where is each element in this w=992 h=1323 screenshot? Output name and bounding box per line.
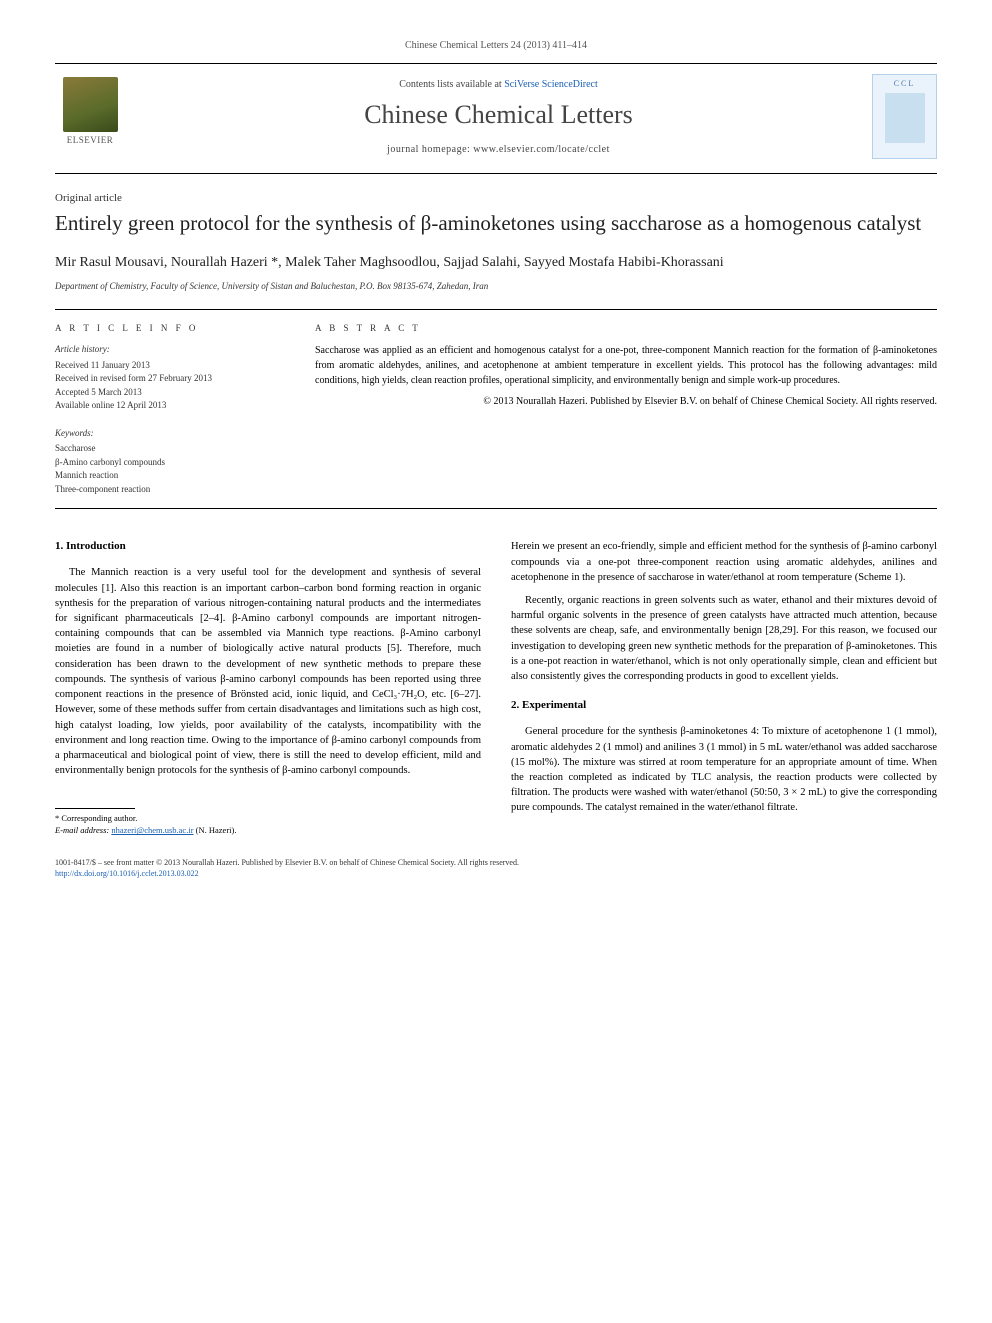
contents-line: Contents lists available at SciVerse Sci…	[125, 79, 872, 90]
authors: Mir Rasul Mousavi, Nourallah Hazeri *, M…	[55, 253, 937, 273]
keyword: Mannich reaction	[55, 469, 285, 483]
divider	[55, 173, 937, 174]
history-heading: Article history:	[55, 343, 285, 357]
history-received: Received 11 January 2013	[55, 359, 285, 373]
history-accepted: Accepted 5 March 2013	[55, 386, 285, 400]
keyword: Three-component reaction	[55, 483, 285, 497]
article-info-heading: A R T I C L E I N F O	[55, 322, 285, 336]
intro-paragraph: The Mannich reaction is a very useful to…	[55, 565, 481, 778]
email-suffix: (N. Hazeri).	[194, 825, 237, 835]
abstract-text: Saccharose was applied as an efficient a…	[315, 343, 937, 388]
publisher-name: ELSEVIER	[67, 135, 114, 145]
section-heading-intro: 1. Introduction	[55, 539, 481, 555]
left-column: 1. Introduction The Mannich reaction is …	[55, 539, 481, 837]
intro-paragraph: Herein we present an eco-friendly, simpl…	[511, 539, 937, 585]
intro-paragraph: Recently, organic reactions in green sol…	[511, 593, 937, 684]
body-columns: 1. Introduction The Mannich reaction is …	[55, 539, 937, 837]
keywords-heading: Keywords:	[55, 427, 285, 441]
article-title: Entirely green protocol for the synthesi…	[55, 210, 937, 237]
cover-label: CCL	[894, 79, 916, 88]
email-label: E-mail address:	[55, 825, 111, 835]
journal-title: Chinese Chemical Letters	[125, 100, 872, 130]
section-heading-experimental: 2. Experimental	[511, 698, 937, 714]
abstract-heading: A B S T R A C T	[315, 322, 937, 336]
keyword: Saccharose	[55, 442, 285, 456]
sciencedirect-link[interactable]: SciVerse ScienceDirect	[504, 79, 598, 90]
experimental-paragraph: General procedure for the synthesis β-am…	[511, 724, 937, 815]
history-revised: Received in revised form 27 February 201…	[55, 372, 285, 386]
contents-prefix: Contents lists available at	[399, 79, 504, 90]
affiliation: Department of Chemistry, Faculty of Scie…	[55, 281, 937, 291]
keyword: β-Amino carbonyl compounds	[55, 456, 285, 470]
journal-reference: Chinese Chemical Letters 24 (2013) 411–4…	[55, 40, 937, 51]
publisher-logo: ELSEVIER	[55, 77, 125, 157]
article-info-block: A R T I C L E I N F O Article history: R…	[55, 322, 285, 497]
abstract-block: A B S T R A C T Saccharose was applied a…	[315, 322, 937, 497]
corresponding-author: * Corresponding author.	[55, 813, 481, 825]
doi-link[interactable]: http://dx.doi.org/10.1016/j.cclet.2013.0…	[55, 869, 199, 878]
email-link[interactable]: nhazeri@chem.usb.ac.ir	[111, 825, 193, 835]
elsevier-tree-icon	[63, 77, 118, 132]
journal-cover-thumbnail: CCL	[872, 74, 937, 159]
article-type: Original article	[55, 192, 937, 204]
right-column: Herein we present an eco-friendly, simpl…	[511, 539, 937, 837]
footer-copyright: 1001-8417/$ – see front matter © 2013 No…	[55, 857, 937, 879]
homepage-line: journal homepage: www.elsevier.com/locat…	[125, 144, 872, 155]
footnote-separator	[55, 808, 135, 809]
abstract-copyright: © 2013 Nourallah Hazeri. Published by El…	[315, 394, 937, 409]
footer-copyright-text: 1001-8417/$ – see front matter © 2013 No…	[55, 858, 519, 867]
journal-header: ELSEVIER Contents lists available at Sci…	[55, 64, 937, 173]
email-line: E-mail address: nhazeri@chem.usb.ac.ir (…	[55, 825, 481, 837]
cover-image-placeholder	[885, 93, 925, 143]
article-meta-row: A R T I C L E I N F O Article history: R…	[55, 309, 937, 510]
history-online: Available online 12 April 2013	[55, 399, 285, 413]
